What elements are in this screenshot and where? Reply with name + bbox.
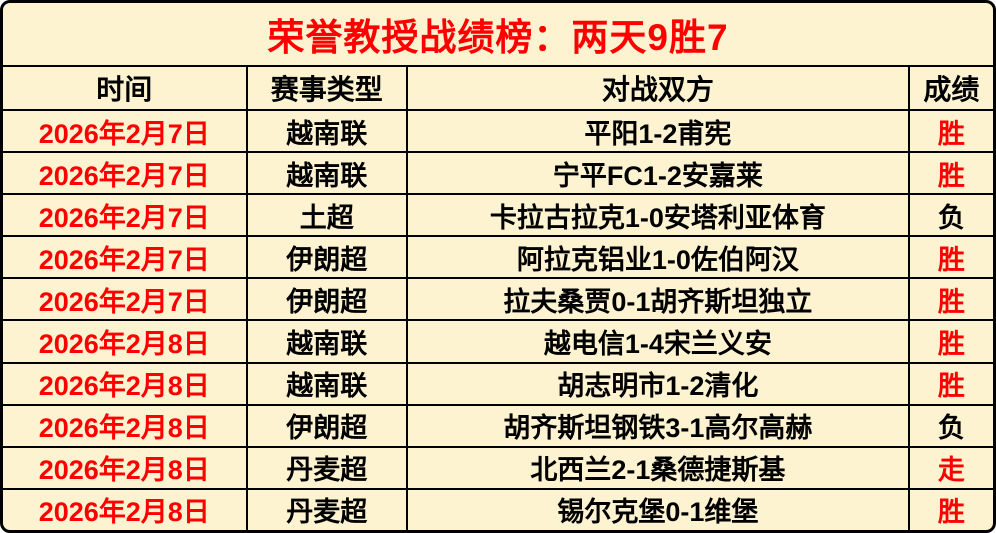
date-cell: 2026年2月8日 — [3, 363, 248, 404]
result-cell: 胜 — [937, 244, 965, 275]
date-cell: 2026年2月8日 — [3, 489, 248, 530]
match-cell: 拉夫桑贾0-1胡齐斯坦独立 — [408, 279, 910, 320]
league-cell: 越南联 — [248, 321, 408, 362]
match-cell: 阿拉克铝业1-0佐伯阿汉 — [408, 237, 910, 278]
league-cell: 丹麦超 — [248, 447, 408, 488]
date-cell: 2026年2月8日 — [3, 447, 248, 488]
result-cell: 胜 — [937, 118, 965, 149]
match-cell: 越电信1-4宋兰义安 — [408, 321, 910, 362]
table-row: 2026年2月8日 越南联 胡志明市1-2清化 胜 — [3, 363, 993, 406]
header-time: 时间 — [3, 67, 248, 109]
league-cell: 越南联 — [248, 363, 408, 404]
date-cell: 2026年2月8日 — [3, 321, 248, 362]
table-row: 2026年2月7日 伊朗超 阿拉克铝业1-0佐伯阿汉 胜 — [3, 237, 993, 280]
league-cell: 越南联 — [248, 153, 408, 194]
match-cell: 胡志明市1-2清化 — [408, 363, 910, 404]
result-cell: 胜 — [937, 160, 965, 191]
header-result: 成绩 — [923, 74, 980, 105]
match-cell: 锡尔克堡0-1维堡 — [408, 489, 910, 530]
table-row: 2026年2月8日 伊朗超 胡齐斯坦钢铁3-1高尔高赫 负 — [3, 405, 993, 448]
table-row: 2026年2月7日 伊朗超 拉夫桑贾0-1胡齐斯坦独立 胜 — [3, 279, 993, 322]
board-title: 荣誉教授战绩榜：两天9胜7 — [3, 3, 993, 67]
match-cell: 北西兰2-1桑德捷斯基 — [408, 447, 910, 488]
match-cell: 平阳1-2甫宪 — [408, 111, 910, 152]
result-cell: 负 — [937, 202, 965, 233]
table-row: 2026年2月8日 丹麦超 锡尔克堡0-1维堡 胜 — [3, 489, 993, 530]
table-row: 2026年2月7日 越南联 宁平FC1-2安嘉莱 胜 — [3, 153, 993, 196]
match-cell: 卡拉古拉克1-0安塔利亚体育 — [408, 195, 910, 236]
table-row: 2026年2月7日 越南联 平阳1-2甫宪 胜 — [3, 111, 993, 154]
match-cell: 宁平FC1-2安嘉莱 — [408, 153, 910, 194]
table-header-row: 时间 赛事类型 对战双方 成绩 — [3, 67, 993, 111]
result-cell: 走 — [937, 455, 965, 486]
date-cell: 2026年2月7日 — [3, 111, 248, 152]
date-cell: 2026年2月8日 — [3, 405, 248, 446]
result-cell: 胜 — [937, 329, 965, 360]
league-cell: 土超 — [248, 195, 408, 236]
date-cell: 2026年2月7日 — [3, 237, 248, 278]
league-cell: 越南联 — [248, 111, 408, 152]
header-match: 对战双方 — [408, 67, 910, 109]
match-cell: 胡齐斯坦钢铁3-1高尔高赫 — [408, 405, 910, 446]
league-cell: 伊朗超 — [248, 237, 408, 278]
league-cell: 伊朗超 — [248, 405, 408, 446]
date-cell: 2026年2月7日 — [3, 279, 248, 320]
table-row: 2026年2月8日 丹麦超 北西兰2-1桑德捷斯基 走 — [3, 447, 993, 490]
result-cell: 负 — [937, 413, 965, 444]
result-cell: 胜 — [937, 286, 965, 317]
league-cell: 丹麦超 — [248, 489, 408, 530]
date-cell: 2026年2月7日 — [3, 195, 248, 236]
league-cell: 伊朗超 — [248, 279, 408, 320]
table-row: 2026年2月8日 越南联 越电信1-4宋兰义安 胜 — [3, 321, 993, 364]
result-cell: 胜 — [937, 497, 965, 528]
result-cell: 胜 — [937, 371, 965, 402]
header-league: 赛事类型 — [248, 67, 408, 109]
table-row: 2026年2月7日 土超 卡拉古拉克1-0安塔利亚体育 负 — [3, 195, 993, 238]
date-cell: 2026年2月7日 — [3, 153, 248, 194]
